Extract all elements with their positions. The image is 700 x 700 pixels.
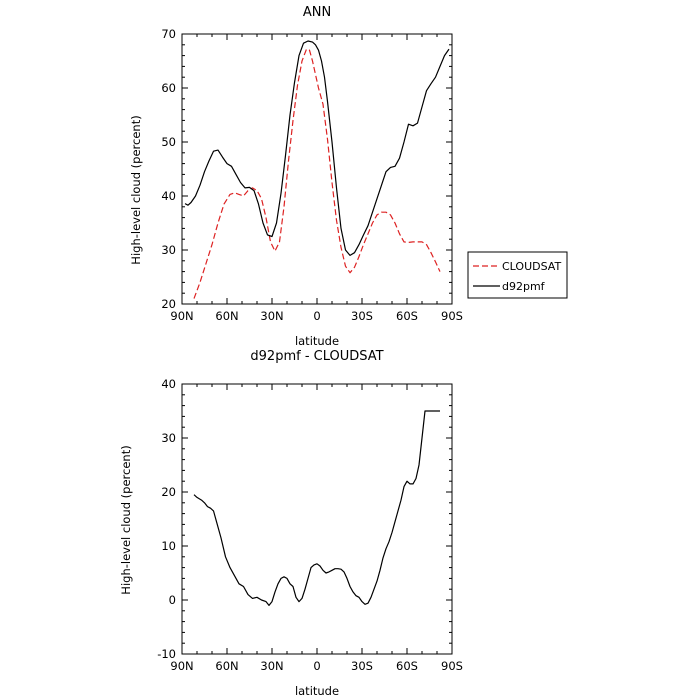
bottom-x-tick-label: 90N bbox=[170, 659, 193, 673]
top-y-axis-label: High-level cloud (percent) bbox=[129, 115, 143, 264]
top-ticks: 90N 60N 30N 0 30S 60S 90S 20 30 40 50 60 70 bbox=[161, 27, 463, 323]
bottom-x-tick-label: 0 bbox=[313, 659, 320, 673]
top-y-tick-label: 30 bbox=[161, 243, 176, 257]
top-x-tick-label: 90N bbox=[170, 309, 193, 323]
bottom-y-tick-label: -10 bbox=[157, 647, 176, 661]
top-y-tick-label: 50 bbox=[161, 135, 176, 149]
bottom-y-tick-label: 30 bbox=[161, 431, 176, 445]
bottom-y-tick-label: 10 bbox=[161, 539, 176, 553]
bottom-y-tick-label: 0 bbox=[169, 593, 176, 607]
top-x-axis-label: latitude bbox=[295, 334, 339, 348]
bottom-y-tick-label: 20 bbox=[161, 485, 176, 499]
top-y-tick-label: 60 bbox=[161, 81, 176, 95]
top-y-tick-label: 70 bbox=[161, 27, 176, 41]
bottom-title: d92pmf - CLOUDSAT bbox=[250, 349, 383, 364]
bottom-x-tick-label: 60N bbox=[215, 659, 238, 673]
top-plot-frame bbox=[181, 33, 453, 305]
bottom-x-tick-label: 30S bbox=[351, 659, 373, 673]
legend: CLOUDSAT d92pmf bbox=[467, 251, 568, 299]
top-series bbox=[184, 40, 450, 299]
top-x-tick-label: 60S bbox=[396, 309, 418, 323]
top-x-tick-label: 30S bbox=[351, 309, 373, 323]
legend-label-cloudsat: CLOUDSAT bbox=[502, 260, 561, 273]
bottom-x-axis-label: latitude bbox=[295, 684, 339, 698]
top-x-tick-label: 30N bbox=[260, 309, 283, 323]
top-series-line-d92pmf bbox=[184, 40, 450, 256]
top-y-tick-label: 20 bbox=[161, 297, 176, 311]
bottom-panel: d92pmf - CLOUDSAT 90N 60N 30N 0 30S 60S 90S -10… bbox=[119, 349, 463, 698]
bottom-ticks: 90N 60N 30N 0 30S 60S 90S -10 0 10 20 30 40 bbox=[157, 377, 463, 673]
bottom-y-axis-label: High-level cloud (percent) bbox=[119, 445, 133, 594]
top-series-line-cloudsat bbox=[193, 48, 441, 299]
bottom-x-tick-label: 90S bbox=[441, 659, 463, 673]
top-panel: ANN 90N 60N 30N 0 30S 60S 90S 20 30 40 50 60 70 lati… bbox=[129, 5, 463, 348]
legend-box bbox=[467, 251, 568, 299]
bottom-plot-frame bbox=[181, 383, 453, 655]
bottom-x-tick-label: 60S bbox=[396, 659, 418, 673]
top-title: ANN bbox=[303, 5, 331, 20]
legend-label-d92pmf: d92pmf bbox=[502, 280, 546, 293]
top-y-tick-label: 40 bbox=[161, 189, 176, 203]
bottom-series bbox=[193, 410, 440, 606]
bottom-x-tick-label: 30N bbox=[260, 659, 283, 673]
bottom-series-line-difference bbox=[193, 410, 440, 606]
top-x-tick-label: 60N bbox=[215, 309, 238, 323]
top-x-tick-label: 0 bbox=[313, 309, 320, 323]
bottom-y-tick-label: 40 bbox=[161, 377, 176, 391]
top-x-tick-label: 90S bbox=[441, 309, 463, 323]
